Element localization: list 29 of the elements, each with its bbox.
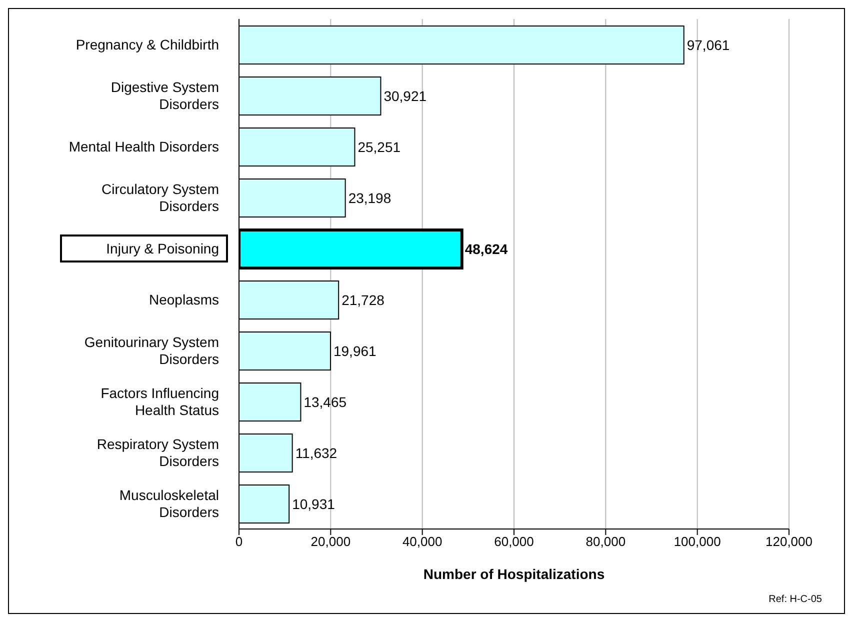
data-label: 23,198 — [348, 190, 392, 206]
y-tick-label: Respiratory System Disorders — [96, 436, 219, 469]
data-label: 21,728 — [342, 292, 385, 308]
text: Ref: H-C-05 — [768, 594, 822, 605]
x-axis-title: Number of Hospitalizations — [423, 566, 605, 582]
x-tick-label: 100,000 — [674, 534, 721, 550]
x-tick-label: 20,000 — [310, 534, 351, 550]
data-label: 11,632 — [295, 445, 338, 461]
y-tick-label: Pregnancy & Childbirth — [76, 36, 219, 52]
y-tick-label: Genitourinary System Disorders — [84, 334, 219, 367]
x-tick-label: 120,000 — [766, 534, 812, 550]
data-label: 13,465 — [304, 394, 347, 410]
data-label: 19,961 — [333, 343, 377, 359]
y-tick-label: Circulatory System Disorders — [102, 181, 219, 214]
data-label: 30,921 — [384, 88, 427, 104]
data-label: 10,931 — [292, 496, 336, 512]
y-tick-label: Digestive System Disorders — [110, 79, 219, 112]
data-label: 25,251 — [358, 139, 401, 155]
x-tick-label: 80,000 — [586, 534, 626, 550]
y-tick-label: Injury & Poisoning — [106, 240, 219, 256]
y-tick-label: Musculoskeletal Disorders — [119, 487, 219, 520]
x-tick-label: 40,000 — [402, 534, 442, 550]
x-tick-label: 0 — [235, 534, 243, 550]
data-label: 48,624 — [464, 241, 508, 257]
data-label: 97,061 — [686, 37, 730, 53]
y-tick-label: Mental Health Disorders — [68, 138, 219, 154]
y-tick-label: Neoplasms — [148, 292, 219, 308]
x-tick-label: 60,000 — [494, 534, 534, 550]
y-tick-label: Factors Influencing Health Status — [100, 385, 219, 418]
